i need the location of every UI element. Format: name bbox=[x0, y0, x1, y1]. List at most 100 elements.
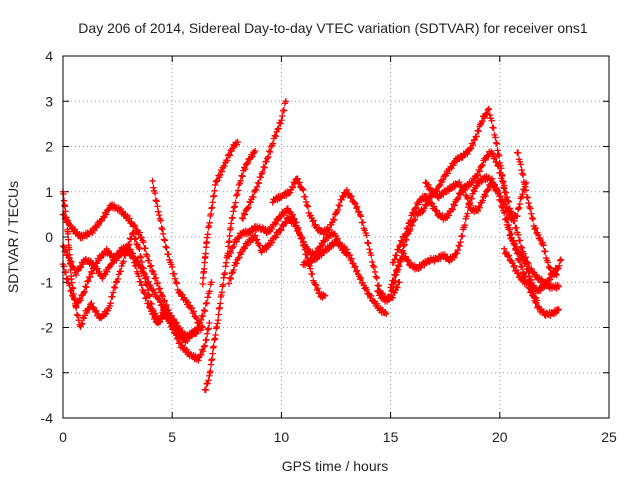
data-point-marker bbox=[205, 377, 212, 384]
data-point-marker bbox=[495, 190, 502, 198]
data-point-marker bbox=[486, 111, 494, 119]
y-tick-label: 0 bbox=[45, 229, 53, 245]
data-point-marker bbox=[425, 195, 432, 202]
data-point-marker bbox=[141, 290, 148, 297]
data-point-marker bbox=[293, 219, 300, 226]
data-point-marker bbox=[137, 278, 144, 285]
data-point-marker bbox=[395, 263, 403, 270]
data-point-marker bbox=[152, 197, 160, 204]
data-point-marker bbox=[490, 124, 497, 132]
data-point-marker bbox=[157, 217, 164, 224]
data-point-marker bbox=[476, 204, 484, 211]
data-point-marker bbox=[334, 206, 342, 214]
data-point-marker bbox=[129, 229, 137, 237]
data-point-marker bbox=[312, 281, 320, 289]
data-point-marker bbox=[548, 273, 556, 280]
data-point-marker bbox=[449, 206, 456, 213]
data-point-marker bbox=[514, 205, 522, 213]
data-point-marker bbox=[133, 240, 140, 248]
data-point-marker bbox=[149, 177, 156, 185]
data-point-marker bbox=[208, 279, 215, 286]
y-tick-label: 2 bbox=[45, 139, 53, 155]
data-point-marker bbox=[451, 158, 458, 166]
data-point-marker bbox=[532, 224, 539, 232]
data-point-marker bbox=[204, 294, 211, 301]
data-point-marker bbox=[217, 171, 224, 179]
data-point-marker bbox=[226, 237, 233, 245]
data-point-marker bbox=[471, 177, 478, 184]
data-point-marker bbox=[165, 250, 172, 258]
data-point-marker bbox=[346, 251, 353, 259]
data-point-marker bbox=[199, 280, 206, 288]
data-point-marker bbox=[231, 203, 239, 210]
data-point-marker bbox=[162, 243, 169, 251]
data-point-marker bbox=[519, 170, 526, 177]
data-point-marker bbox=[110, 283, 118, 291]
data-point-marker bbox=[277, 120, 284, 127]
data-point-marker bbox=[369, 262, 377, 269]
data-point-marker bbox=[277, 227, 284, 234]
data-point-marker bbox=[122, 252, 129, 259]
data-point-marker bbox=[60, 263, 68, 270]
data-point-marker bbox=[476, 168, 484, 175]
data-point-marker bbox=[218, 289, 226, 296]
data-point-marker bbox=[533, 299, 540, 306]
data-point-marker bbox=[234, 191, 241, 198]
data-point-marker bbox=[391, 255, 398, 263]
data-point-marker bbox=[257, 174, 265, 181]
data-point-marker bbox=[239, 173, 246, 180]
data-point-marker bbox=[456, 242, 463, 250]
data-point-marker bbox=[192, 313, 199, 321]
data-point-marker bbox=[140, 239, 147, 246]
data-point-marker bbox=[522, 259, 529, 267]
data-point-marker bbox=[269, 140, 277, 147]
data-point-marker bbox=[153, 198, 160, 205]
data-point-marker bbox=[454, 196, 461, 203]
data-point-marker bbox=[493, 140, 501, 147]
data-point-marker bbox=[204, 380, 211, 387]
data-point-marker bbox=[66, 251, 73, 259]
data-point-marker bbox=[114, 275, 122, 283]
x-tick-label: 10 bbox=[274, 429, 290, 445]
data-point-marker bbox=[78, 321, 85, 328]
data-point-marker bbox=[212, 331, 219, 339]
data-point-marker bbox=[511, 240, 518, 247]
data-point-marker bbox=[298, 235, 306, 242]
data-point-marker bbox=[390, 259, 397, 266]
x-tick-label: 20 bbox=[492, 429, 508, 445]
data-point-marker bbox=[357, 213, 365, 220]
data-point-marker bbox=[356, 276, 364, 283]
series-track-l bbox=[300, 238, 390, 318]
data-point-marker bbox=[241, 165, 249, 173]
data-point-marker bbox=[144, 286, 152, 294]
data-point-marker bbox=[208, 355, 216, 363]
data-point-marker bbox=[139, 264, 146, 272]
data-point-marker bbox=[555, 306, 562, 313]
data-point-marker bbox=[236, 254, 243, 261]
data-point-marker bbox=[226, 232, 233, 240]
data-point-marker bbox=[198, 323, 206, 330]
data-point-marker bbox=[230, 242, 237, 250]
data-point-marker bbox=[126, 235, 134, 242]
data-point-marker bbox=[411, 216, 419, 223]
data-point-marker bbox=[263, 245, 270, 253]
data-point-marker bbox=[171, 275, 179, 282]
data-point-marker bbox=[522, 187, 530, 194]
data-point-marker bbox=[75, 317, 82, 324]
data-point-marker bbox=[154, 203, 161, 210]
data-point-marker bbox=[291, 215, 298, 222]
data-point-marker bbox=[123, 248, 130, 255]
data-point-marker bbox=[202, 300, 210, 307]
data-point-marker bbox=[68, 225, 75, 232]
data-point-marker bbox=[268, 225, 276, 233]
data-point-marker bbox=[150, 184, 157, 191]
data-point-marker bbox=[178, 342, 186, 349]
data-point-marker bbox=[274, 217, 281, 225]
data-point-marker bbox=[62, 268, 70, 276]
data-point-marker bbox=[387, 284, 394, 291]
data-point-marker bbox=[131, 223, 139, 230]
data-point-marker bbox=[398, 237, 405, 244]
data-point-marker bbox=[498, 202, 505, 210]
data-point-marker bbox=[513, 243, 520, 251]
data-point-marker bbox=[217, 300, 224, 307]
